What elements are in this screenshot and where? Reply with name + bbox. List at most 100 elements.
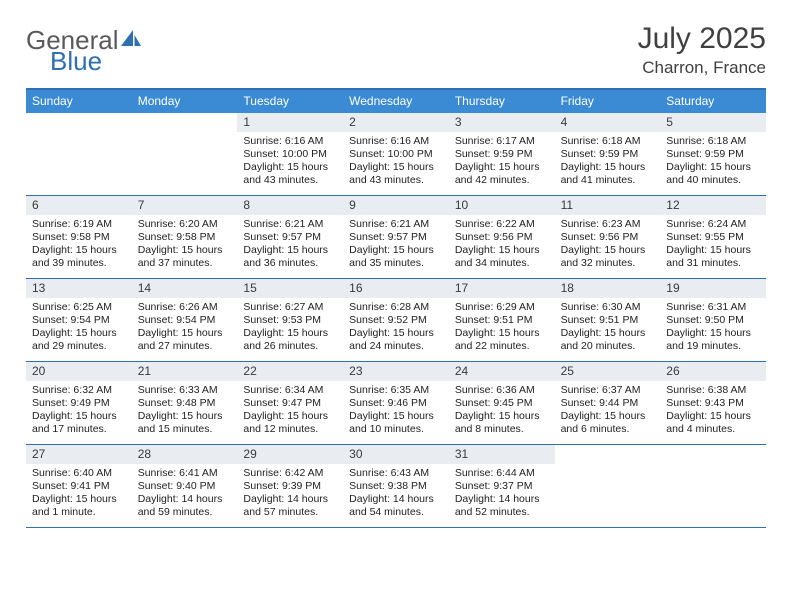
calendar-cell: 18Sunrise: 6:30 AMSunset: 9:51 PMDayligh…: [555, 279, 661, 361]
daylight-text: Daylight: 15 hours and 19 minutes.: [666, 327, 760, 353]
sunrise-text: Sunrise: 6:44 AM: [455, 467, 549, 480]
day-header-sunday: Sunday: [26, 90, 132, 113]
daylight-text: Daylight: 15 hours and 43 minutes.: [349, 161, 443, 187]
cell-body: Sunrise: 6:31 AMSunset: 9:50 PMDaylight:…: [660, 298, 766, 358]
sunrise-text: Sunrise: 6:37 AM: [561, 384, 655, 397]
calendar-cell: 28Sunrise: 6:41 AMSunset: 9:40 PMDayligh…: [132, 445, 238, 527]
calendar-cell: 15Sunrise: 6:27 AMSunset: 9:53 PMDayligh…: [237, 279, 343, 361]
sunset-text: Sunset: 9:59 PM: [455, 148, 549, 161]
day-number: 29: [237, 445, 343, 464]
sunrise-text: Sunrise: 6:41 AM: [138, 467, 232, 480]
sunrise-text: Sunrise: 6:29 AM: [455, 301, 549, 314]
cell-body: Sunrise: 6:22 AMSunset: 9:56 PMDaylight:…: [449, 215, 555, 275]
cell-body: Sunrise: 6:26 AMSunset: 9:54 PMDaylight:…: [132, 298, 238, 358]
sunset-text: Sunset: 9:38 PM: [349, 480, 443, 493]
sunrise-text: Sunrise: 6:30 AM: [561, 301, 655, 314]
calendar-cell: 14Sunrise: 6:26 AMSunset: 9:54 PMDayligh…: [132, 279, 238, 361]
day-number: 19: [660, 279, 766, 298]
sunset-text: Sunset: 9:51 PM: [561, 314, 655, 327]
day-number: 30: [343, 445, 449, 464]
calendar-cell: 8Sunrise: 6:21 AMSunset: 9:57 PMDaylight…: [237, 196, 343, 278]
sunset-text: Sunset: 9:37 PM: [455, 480, 549, 493]
daylight-text: Daylight: 15 hours and 4 minutes.: [666, 410, 760, 436]
calendar-cell: 5Sunrise: 6:18 AMSunset: 9:59 PMDaylight…: [660, 113, 766, 195]
calendar-cell: 19Sunrise: 6:31 AMSunset: 9:50 PMDayligh…: [660, 279, 766, 361]
sunset-text: Sunset: 9:57 PM: [349, 231, 443, 244]
sunset-text: Sunset: 9:48 PM: [138, 397, 232, 410]
cell-body: Sunrise: 6:28 AMSunset: 9:52 PMDaylight:…: [343, 298, 449, 358]
sunrise-text: Sunrise: 6:22 AM: [455, 218, 549, 231]
location-text: Charron, France: [638, 58, 766, 78]
sunrise-text: Sunrise: 6:38 AM: [666, 384, 760, 397]
calendar-cell: 12Sunrise: 6:24 AMSunset: 9:55 PMDayligh…: [660, 196, 766, 278]
day-number: 2: [343, 113, 449, 132]
day-header-saturday: Saturday: [660, 90, 766, 113]
week-row: 13Sunrise: 6:25 AMSunset: 9:54 PMDayligh…: [26, 279, 766, 362]
day-header-friday: Friday: [555, 90, 661, 113]
sunset-text: Sunset: 9:47 PM: [243, 397, 337, 410]
calendar-cell: 7Sunrise: 6:20 AMSunset: 9:58 PMDaylight…: [132, 196, 238, 278]
calendar-cell: 21Sunrise: 6:33 AMSunset: 9:48 PMDayligh…: [132, 362, 238, 444]
daylight-text: Daylight: 15 hours and 8 minutes.: [455, 410, 549, 436]
day-header-monday: Monday: [132, 90, 238, 113]
day-number: 23: [343, 362, 449, 381]
header-row: GeneralBlue July 2025 Charron, France: [26, 22, 766, 78]
logo-sail-icon: [121, 30, 141, 46]
cell-body: Sunrise: 6:36 AMSunset: 9:45 PMDaylight:…: [449, 381, 555, 441]
week-row: 6Sunrise: 6:19 AMSunset: 9:58 PMDaylight…: [26, 196, 766, 279]
day-number: 28: [132, 445, 238, 464]
sunset-text: Sunset: 9:51 PM: [455, 314, 549, 327]
day-number: 16: [343, 279, 449, 298]
daylight-text: Daylight: 15 hours and 41 minutes.: [561, 161, 655, 187]
daylight-text: Daylight: 15 hours and 43 minutes.: [243, 161, 337, 187]
daylight-text: Daylight: 15 hours and 17 minutes.: [32, 410, 126, 436]
daylight-text: Daylight: 15 hours and 42 minutes.: [455, 161, 549, 187]
sunset-text: Sunset: 9:54 PM: [32, 314, 126, 327]
daylight-text: Daylight: 15 hours and 39 minutes.: [32, 244, 126, 270]
daylight-text: Daylight: 15 hours and 6 minutes.: [561, 410, 655, 436]
daylight-text: Daylight: 15 hours and 1 minute.: [32, 493, 126, 519]
calendar-cell: 22Sunrise: 6:34 AMSunset: 9:47 PMDayligh…: [237, 362, 343, 444]
calendar-cell: 6Sunrise: 6:19 AMSunset: 9:58 PMDaylight…: [26, 196, 132, 278]
calendar-cell: 31Sunrise: 6:44 AMSunset: 9:37 PMDayligh…: [449, 445, 555, 527]
sunset-text: Sunset: 9:49 PM: [32, 397, 126, 410]
sunset-text: Sunset: 9:53 PM: [243, 314, 337, 327]
sunset-text: Sunset: 9:46 PM: [349, 397, 443, 410]
cell-body: Sunrise: 6:42 AMSunset: 9:39 PMDaylight:…: [237, 464, 343, 524]
day-number: 14: [132, 279, 238, 298]
sunset-text: Sunset: 9:50 PM: [666, 314, 760, 327]
calendar-cell: [660, 445, 766, 527]
sunset-text: Sunset: 9:58 PM: [138, 231, 232, 244]
cell-body: Sunrise: 6:37 AMSunset: 9:44 PMDaylight:…: [555, 381, 661, 441]
day-number: 26: [660, 362, 766, 381]
cell-body: Sunrise: 6:44 AMSunset: 9:37 PMDaylight:…: [449, 464, 555, 524]
cell-body: Sunrise: 6:17 AMSunset: 9:59 PMDaylight:…: [449, 132, 555, 192]
sunrise-text: Sunrise: 6:42 AM: [243, 467, 337, 480]
day-number: 21: [132, 362, 238, 381]
cell-body: Sunrise: 6:18 AMSunset: 9:59 PMDaylight:…: [555, 132, 661, 192]
calendar-cell: 16Sunrise: 6:28 AMSunset: 9:52 PMDayligh…: [343, 279, 449, 361]
cell-body: Sunrise: 6:27 AMSunset: 9:53 PMDaylight:…: [237, 298, 343, 358]
day-number: 12: [660, 196, 766, 215]
day-number: 25: [555, 362, 661, 381]
daylight-text: Daylight: 15 hours and 36 minutes.: [243, 244, 337, 270]
daylight-text: Daylight: 15 hours and 35 minutes.: [349, 244, 443, 270]
cell-body: Sunrise: 6:21 AMSunset: 9:57 PMDaylight:…: [343, 215, 449, 275]
day-number: 22: [237, 362, 343, 381]
daylight-text: Daylight: 15 hours and 32 minutes.: [561, 244, 655, 270]
sunset-text: Sunset: 9:58 PM: [32, 231, 126, 244]
cell-body: Sunrise: 6:43 AMSunset: 9:38 PMDaylight:…: [343, 464, 449, 524]
title-block: July 2025 Charron, France: [638, 22, 766, 78]
calendar-cell: 27Sunrise: 6:40 AMSunset: 9:41 PMDayligh…: [26, 445, 132, 527]
day-number: 5: [660, 113, 766, 132]
sunrise-text: Sunrise: 6:43 AM: [349, 467, 443, 480]
day-header-thursday: Thursday: [449, 90, 555, 113]
calendar-cell: 24Sunrise: 6:36 AMSunset: 9:45 PMDayligh…: [449, 362, 555, 444]
cell-body: Sunrise: 6:16 AMSunset: 10:00 PMDaylight…: [237, 132, 343, 192]
sunrise-text: Sunrise: 6:40 AM: [32, 467, 126, 480]
daylight-text: Daylight: 14 hours and 52 minutes.: [455, 493, 549, 519]
calendar-cell: 9Sunrise: 6:21 AMSunset: 9:57 PMDaylight…: [343, 196, 449, 278]
calendar-cell: 1Sunrise: 6:16 AMSunset: 10:00 PMDayligh…: [237, 113, 343, 195]
sunset-text: Sunset: 9:59 PM: [561, 148, 655, 161]
sunset-text: Sunset: 9:55 PM: [666, 231, 760, 244]
